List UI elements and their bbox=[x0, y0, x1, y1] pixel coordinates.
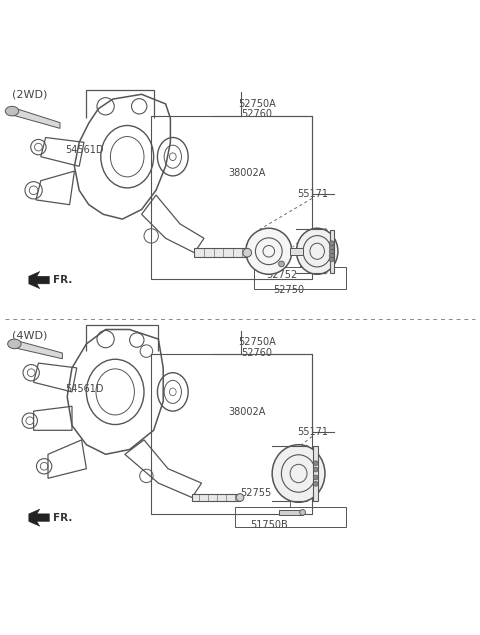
Ellipse shape bbox=[300, 509, 306, 515]
Ellipse shape bbox=[272, 444, 325, 502]
Text: (4WD): (4WD) bbox=[12, 330, 48, 340]
Ellipse shape bbox=[246, 228, 292, 274]
Text: (2WD): (2WD) bbox=[12, 90, 48, 100]
Ellipse shape bbox=[329, 253, 334, 258]
Bar bbox=[278, 509, 302, 515]
Bar bbox=[194, 248, 247, 257]
Text: 52760: 52760 bbox=[241, 109, 272, 119]
Ellipse shape bbox=[329, 241, 334, 246]
Text: 52760: 52760 bbox=[241, 347, 272, 358]
Ellipse shape bbox=[329, 245, 334, 250]
Bar bbox=[313, 446, 318, 501]
Bar bbox=[254, 267, 346, 289]
Ellipse shape bbox=[236, 493, 244, 502]
Text: 52755: 52755 bbox=[240, 488, 271, 498]
Ellipse shape bbox=[278, 261, 284, 267]
Ellipse shape bbox=[8, 339, 21, 349]
Ellipse shape bbox=[243, 248, 252, 257]
Bar bbox=[330, 230, 334, 272]
Text: 54561D: 54561D bbox=[65, 145, 103, 156]
Text: 38002A: 38002A bbox=[228, 168, 265, 178]
Polygon shape bbox=[29, 509, 49, 526]
Text: 51750B: 51750B bbox=[250, 520, 288, 530]
Polygon shape bbox=[29, 271, 49, 289]
Bar bbox=[235, 507, 346, 527]
Text: 52750A: 52750A bbox=[238, 337, 276, 347]
Text: 55171: 55171 bbox=[298, 189, 329, 199]
Polygon shape bbox=[12, 107, 60, 128]
Text: 52750A: 52750A bbox=[238, 99, 276, 109]
Text: FR.: FR. bbox=[53, 512, 72, 523]
Text: 52752: 52752 bbox=[266, 270, 298, 280]
Ellipse shape bbox=[313, 475, 318, 480]
Ellipse shape bbox=[5, 106, 19, 116]
Polygon shape bbox=[14, 340, 62, 359]
Bar bbox=[151, 116, 312, 279]
Ellipse shape bbox=[329, 249, 334, 253]
Ellipse shape bbox=[313, 481, 318, 486]
Text: 38002A: 38002A bbox=[228, 406, 265, 417]
Ellipse shape bbox=[297, 228, 338, 274]
Ellipse shape bbox=[313, 467, 318, 472]
Text: 52750: 52750 bbox=[274, 284, 305, 295]
Bar bbox=[289, 248, 303, 255]
Ellipse shape bbox=[313, 461, 318, 465]
Text: 52751F: 52751F bbox=[250, 258, 287, 268]
Text: 55171: 55171 bbox=[298, 427, 329, 437]
Bar bbox=[151, 354, 312, 514]
Text: 54561D: 54561D bbox=[65, 384, 103, 394]
Ellipse shape bbox=[329, 257, 334, 262]
Bar bbox=[192, 493, 240, 502]
Text: FR.: FR. bbox=[53, 275, 72, 285]
